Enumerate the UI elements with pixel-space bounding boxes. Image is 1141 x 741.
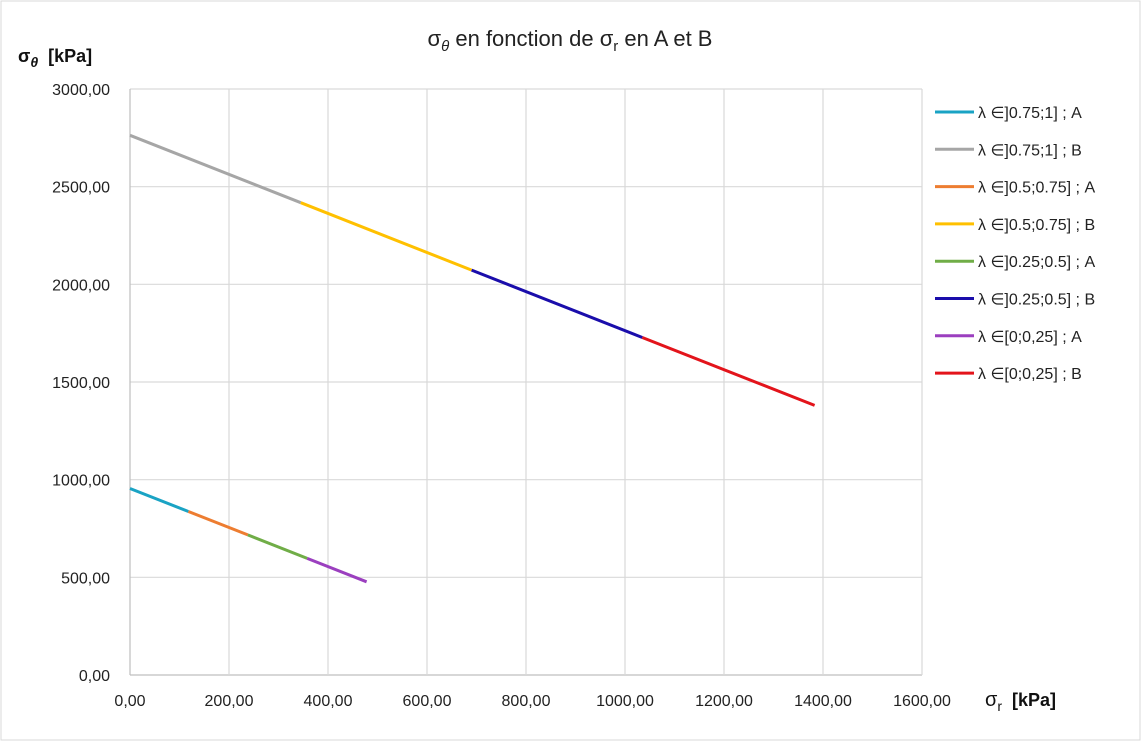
- legend-label-3: λ ∈]0.5;0.75] ; A: [978, 180, 1095, 197]
- x-tick-label: 1000,00: [596, 693, 654, 710]
- y-tick-label: 2500,00: [52, 180, 110, 197]
- legend-label-7: λ ∈[0;0,25] ; A: [978, 329, 1082, 346]
- y-tick-label: 1500,00: [52, 375, 110, 392]
- grid: [129, 88, 923, 676]
- series-lines: [129, 133, 816, 584]
- y-tick-label: 1000,00: [52, 473, 110, 490]
- x-tick-label: 0,00: [114, 693, 145, 710]
- series-line-5: [247, 533, 308, 560]
- x-tick-label: 800,00: [502, 693, 551, 710]
- legend-label-1: λ ∈]0.75;1] ; A: [978, 105, 1082, 122]
- y-tick-label: 3000,00: [52, 82, 110, 99]
- x-tick-label: 400,00: [304, 693, 353, 710]
- y-tick-label: 0,00: [79, 668, 110, 685]
- x-tick-label: 1600,00: [893, 693, 951, 710]
- legend-label-2: λ ∈]0.75;1] ; B: [978, 142, 1082, 159]
- legend-label-8: λ ∈[0;0,25] ; B: [978, 366, 1082, 383]
- x-tick-label: 600,00: [403, 693, 452, 710]
- legend-label-6: λ ∈]0.25;0.5] ; B: [978, 292, 1095, 309]
- series-line-3: [187, 510, 249, 537]
- y-tick-label: 500,00: [61, 570, 110, 587]
- x-axis-label: σr [kPa]: [985, 689, 1056, 714]
- series-line-1: [129, 487, 189, 513]
- x-tick-label: 1400,00: [794, 693, 852, 710]
- legend-label-4: λ ∈]0.5;0.75] ; B: [978, 217, 1095, 234]
- legend-label-5: λ ∈]0.25;0.5] ; A: [978, 254, 1095, 271]
- series-line-2: [129, 133, 302, 205]
- series-line-6: [471, 268, 643, 339]
- x-tick-label: 1200,00: [695, 693, 753, 710]
- y-axis-label: σθ [kPa]: [18, 46, 92, 70]
- y-tick-label: 2000,00: [52, 277, 110, 294]
- series-line-8: [641, 336, 816, 407]
- chart-title: σθ en fonction de σr en A et B: [428, 26, 713, 55]
- series-line-4: [300, 201, 473, 272]
- x-tick-label: 200,00: [205, 693, 254, 710]
- series-line-7: [306, 557, 368, 584]
- tick-labels: 0,00 500,00 1000,00 1500,00 2000,00 2500,00 30…: [52, 82, 951, 710]
- legend: λ ∈]0.75;1] ; A λ ∈]0.75;1] ; B λ ∈]0.5;0.…: [935, 105, 1095, 383]
